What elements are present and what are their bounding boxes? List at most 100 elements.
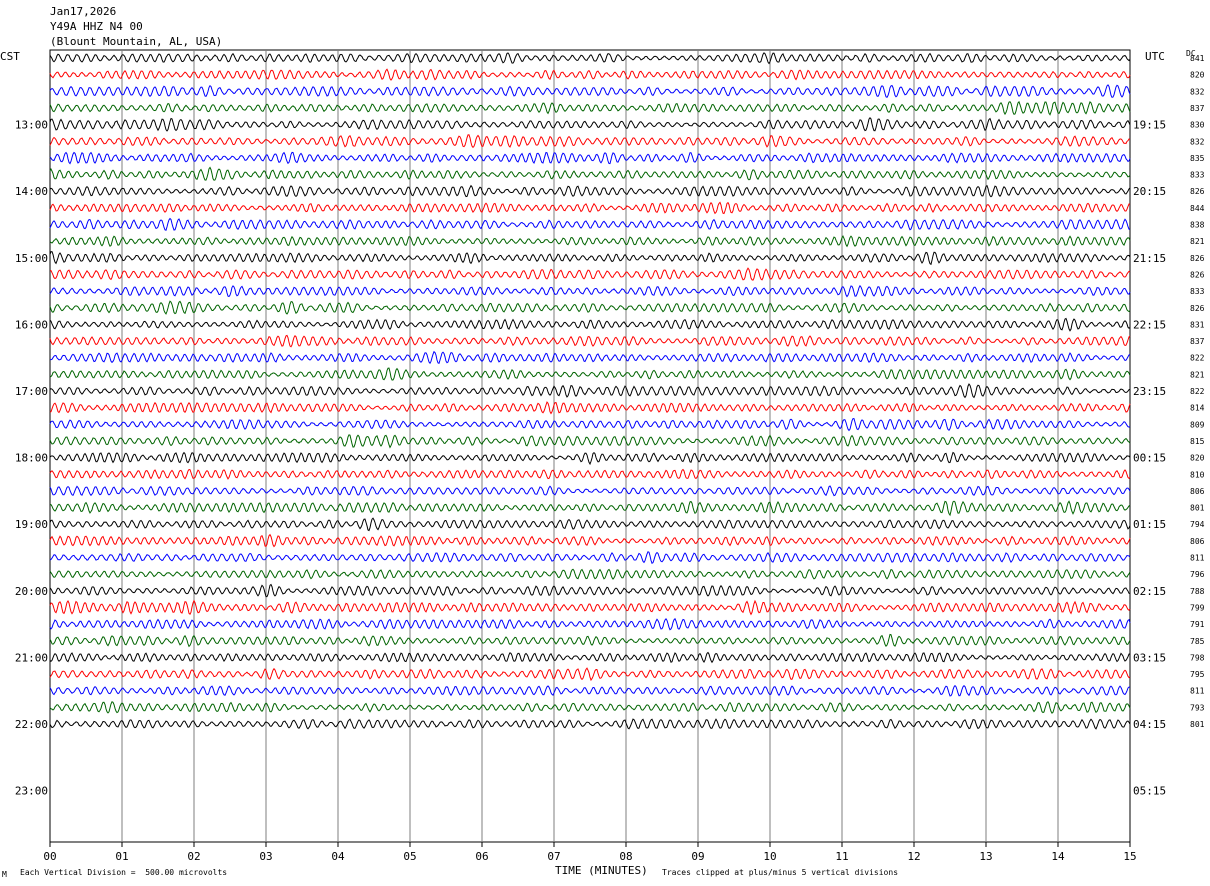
right-hour-label: 04:15 — [1133, 718, 1166, 731]
seismic-trace — [49, 551, 1131, 565]
seismic-trace — [49, 350, 1131, 365]
seismic-trace — [49, 617, 1131, 631]
dc-value-label: 788 — [1190, 587, 1205, 596]
dc-value-label: 785 — [1190, 637, 1205, 646]
vertical-division-note: Each Vertical Division = 500.00 microvol… — [20, 868, 228, 877]
seismic-trace — [49, 284, 1131, 298]
station-id: Y49A HHZ N4 00 — [50, 20, 143, 33]
seismic-trace — [49, 583, 1131, 598]
dc-value-label: 831 — [1190, 320, 1205, 329]
x-tick-label: 05 — [403, 850, 416, 863]
x-tick-label: 07 — [547, 850, 560, 863]
dc-value-label: 811 — [1190, 554, 1205, 563]
dc-value-label: 822 — [1190, 387, 1205, 396]
dc-value-label: 833 — [1190, 171, 1205, 180]
seismic-trace — [49, 684, 1131, 697]
seismic-trace — [49, 418, 1131, 432]
seismic-trace — [49, 134, 1131, 149]
dc-value-label: 794 — [1190, 520, 1205, 529]
dc-value-label: 820 — [1190, 71, 1205, 80]
seismic-trace — [49, 68, 1131, 81]
station-location: (Blount Mountain, AL, USA) — [50, 35, 223, 48]
seismic-trace — [49, 166, 1131, 181]
seismic-trace — [49, 599, 1131, 616]
right-hour-label: 20:15 — [1133, 185, 1166, 198]
dc-value-label: 806 — [1190, 487, 1205, 496]
seismic-trace — [49, 267, 1131, 281]
left-hour-label: 14:00 — [15, 185, 48, 198]
dc-value-label: 822 — [1190, 354, 1205, 363]
x-tick-label: 10 — [763, 850, 776, 863]
seismic-trace — [49, 334, 1131, 348]
seismic-trace — [50, 500, 1131, 517]
seismic-trace — [49, 718, 1131, 730]
left-hour-label: 21:00 — [15, 651, 48, 664]
dc-value-label: 799 — [1190, 603, 1205, 612]
seismic-trace — [49, 667, 1131, 682]
left-hour-label: 23:00 — [15, 785, 48, 798]
seismic-trace — [49, 701, 1131, 714]
left-timezone-label: CST — [0, 50, 20, 63]
x-tick-label: 15 — [1123, 850, 1136, 863]
dc-value-label: 835 — [1190, 154, 1205, 163]
x-tick-label: 00 — [43, 850, 56, 863]
dc-value-label: 844 — [1190, 204, 1205, 213]
dc-value-label: 820 — [1190, 454, 1205, 463]
dc-value-label: 795 — [1190, 670, 1205, 679]
dc-value-label: 833 — [1190, 287, 1205, 296]
right-hour-label: 00:15 — [1133, 452, 1166, 465]
seismic-trace — [49, 401, 1131, 415]
seismic-trace — [49, 235, 1131, 248]
dc-value-label: 837 — [1190, 337, 1205, 346]
left-hour-label: 20:00 — [15, 585, 48, 598]
dc-value-label: 821 — [1190, 237, 1205, 246]
seismic-trace — [49, 217, 1131, 231]
seismic-trace — [49, 533, 1131, 548]
x-tick-label: 03 — [259, 850, 272, 863]
dc-value-label: 832 — [1190, 87, 1205, 96]
left-hour-label: 17:00 — [15, 385, 48, 398]
dc-value-label: 809 — [1190, 420, 1205, 429]
dc-value-label: 811 — [1190, 687, 1205, 696]
right-hour-label: 01:15 — [1133, 518, 1166, 531]
dc-value-label: 806 — [1190, 537, 1205, 546]
right-hour-label: 22:15 — [1133, 318, 1166, 331]
dc-value-label: 814 — [1190, 404, 1205, 413]
dc-value-label: 837 — [1190, 104, 1205, 113]
dc-value-label: 832 — [1190, 137, 1205, 146]
right-hour-label: 21:15 — [1133, 252, 1166, 265]
right-hour-label: 05:15 — [1133, 785, 1166, 798]
seismic-trace — [49, 633, 1131, 648]
left-hour-label: 16:00 — [15, 318, 48, 331]
seismic-trace — [49, 317, 1131, 332]
dc-value-label: 801 — [1190, 504, 1205, 513]
seismic-trace — [49, 568, 1131, 580]
right-timezone-label: UTC — [1145, 50, 1165, 63]
dc-value-label: 830 — [1190, 121, 1205, 130]
dc-value-label: 810 — [1190, 470, 1205, 479]
seismic-trace — [49, 84, 1131, 98]
seismic-trace — [49, 451, 1131, 466]
seismic-trace — [49, 367, 1131, 381]
x-tick-label: 01 — [115, 850, 128, 863]
x-tick-label: 11 — [835, 850, 848, 863]
seismic-trace — [49, 117, 1131, 132]
x-tick-label: 08 — [619, 850, 632, 863]
dc-value-label: 793 — [1190, 703, 1205, 712]
x-tick-label: 13 — [979, 850, 992, 863]
dc-value-label: 826 — [1190, 270, 1205, 279]
dc-value-label: 821 — [1190, 370, 1205, 379]
plot-date: Jan17,2026 — [50, 5, 117, 18]
x-tick-label: 09 — [691, 850, 704, 863]
x-axis-label: TIME (MINUTES) — [555, 864, 648, 877]
seismic-trace — [49, 517, 1131, 532]
dc-value-label: 798 — [1190, 653, 1205, 662]
dc-value-label: 826 — [1190, 254, 1205, 263]
seismic-trace — [49, 383, 1131, 399]
left-hour-label: 13:00 — [15, 119, 48, 132]
corner-mark: M — [2, 870, 7, 879]
right-hour-label: 02:15 — [1133, 585, 1166, 598]
seismic-trace — [49, 651, 1131, 664]
dc-value-label: 801 — [1190, 720, 1205, 729]
